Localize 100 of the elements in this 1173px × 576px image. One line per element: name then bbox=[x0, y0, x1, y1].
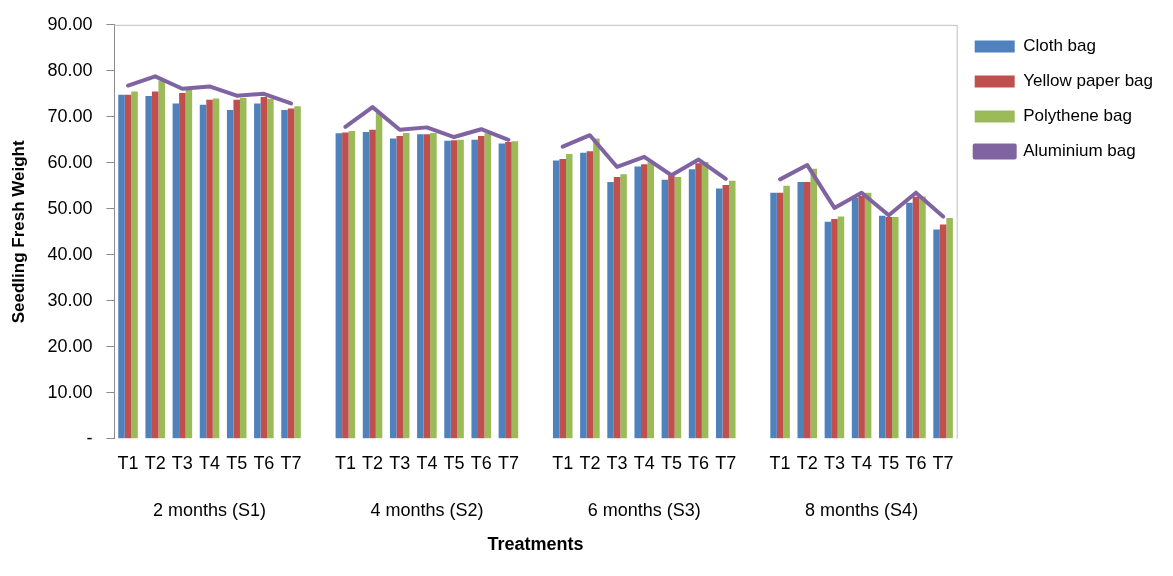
bar bbox=[668, 175, 675, 439]
y-tick-label: 20.00 bbox=[47, 335, 93, 356]
x-tick-label: T3 bbox=[389, 452, 411, 473]
bar bbox=[559, 159, 566, 439]
bar bbox=[342, 132, 349, 439]
x-tick-label: T4 bbox=[416, 452, 438, 473]
bar bbox=[423, 134, 431, 439]
x-tick-label: T3 bbox=[606, 452, 628, 473]
bar bbox=[118, 94, 125, 439]
bar bbox=[715, 188, 723, 439]
x-tick-label: T1 bbox=[769, 452, 791, 473]
bar bbox=[239, 97, 247, 439]
bar bbox=[389, 138, 397, 439]
bar bbox=[131, 91, 138, 439]
bar bbox=[661, 179, 669, 439]
x-tick-label: T2 bbox=[144, 452, 166, 473]
bar bbox=[701, 161, 709, 439]
x-tick-label: T1 bbox=[552, 452, 574, 473]
bar bbox=[912, 196, 920, 439]
bar bbox=[199, 104, 207, 439]
legend-label: Cloth bag bbox=[1023, 36, 1096, 56]
bar bbox=[362, 131, 370, 439]
bar bbox=[770, 192, 777, 439]
legend-label: Yellow paper bag bbox=[1023, 71, 1153, 91]
bar bbox=[885, 217, 893, 439]
x-tick-label: T5 bbox=[878, 452, 900, 473]
x-tick-label: T6 bbox=[470, 452, 492, 473]
bar bbox=[498, 143, 506, 439]
bar bbox=[281, 109, 288, 439]
bar bbox=[939, 224, 947, 439]
bar bbox=[695, 163, 702, 439]
bar bbox=[580, 152, 587, 439]
bar bbox=[145, 96, 152, 439]
bar bbox=[505, 142, 512, 439]
bar bbox=[457, 139, 464, 439]
bar bbox=[179, 92, 186, 439]
bar bbox=[226, 109, 234, 439]
bar bbox=[640, 164, 648, 439]
bar bbox=[824, 221, 832, 439]
x-tick-label: T2 bbox=[796, 452, 818, 473]
y-axis-title: Seedling Fresh Weight bbox=[8, 140, 28, 324]
bar bbox=[185, 90, 193, 439]
x-tick-label: T6 bbox=[905, 452, 927, 473]
bar bbox=[552, 160, 560, 439]
bar bbox=[124, 94, 132, 439]
text: 6 months (S3) bbox=[587, 499, 701, 520]
x-tick-label: T2 bbox=[362, 452, 384, 473]
x-tick-label: T4 bbox=[633, 452, 655, 473]
bar bbox=[647, 162, 655, 439]
bar bbox=[206, 99, 213, 439]
bar bbox=[919, 196, 926, 439]
x-tick-label: T7 bbox=[715, 452, 737, 473]
bar bbox=[878, 215, 886, 439]
bar bbox=[233, 99, 240, 439]
bar bbox=[864, 192, 872, 439]
bar bbox=[831, 218, 838, 439]
bar bbox=[722, 184, 730, 439]
bar bbox=[933, 229, 940, 439]
x-tick-label: T1 bbox=[117, 452, 139, 473]
bar bbox=[151, 91, 159, 439]
y-tick-label: 60.00 bbox=[47, 151, 93, 172]
x-tick-label: T5 bbox=[660, 452, 682, 473]
bar bbox=[294, 106, 301, 439]
bar bbox=[369, 129, 376, 439]
bar bbox=[607, 182, 614, 439]
y-tick-label: 10.00 bbox=[47, 381, 93, 402]
bar bbox=[688, 169, 696, 439]
bar bbox=[267, 98, 274, 439]
x-tick-label: T6 bbox=[688, 452, 710, 473]
bar bbox=[674, 177, 682, 439]
bar bbox=[260, 97, 268, 439]
legend-label: Aluminium bag bbox=[1023, 141, 1136, 161]
bar bbox=[946, 218, 953, 439]
x-tick-label: T7 bbox=[497, 452, 519, 473]
bar bbox=[335, 133, 343, 439]
bar bbox=[450, 140, 458, 439]
bar bbox=[593, 138, 600, 439]
text: 2 months (S1) bbox=[153, 499, 267, 520]
bar bbox=[417, 134, 424, 439]
bar bbox=[586, 151, 594, 439]
bar bbox=[287, 108, 295, 439]
bar bbox=[484, 133, 492, 439]
bar bbox=[776, 192, 784, 439]
bar bbox=[402, 132, 410, 439]
bar bbox=[906, 202, 913, 439]
y-tick-label: 40.00 bbox=[47, 243, 93, 264]
bar bbox=[837, 216, 845, 439]
x-tick-label: T4 bbox=[199, 452, 221, 473]
x-tick-label: T5 bbox=[443, 452, 465, 473]
x-tick-label: T7 bbox=[280, 452, 302, 473]
bar bbox=[172, 103, 180, 439]
x-tick-label: T4 bbox=[851, 452, 873, 473]
legend-label: Polythene bag bbox=[1023, 106, 1132, 126]
bar bbox=[348, 131, 356, 439]
x-tick-label: T5 bbox=[226, 452, 248, 473]
bar bbox=[858, 195, 865, 439]
bar bbox=[254, 103, 261, 439]
bar bbox=[892, 217, 899, 439]
text: 8 months (S4) bbox=[805, 499, 919, 520]
bar bbox=[566, 154, 573, 439]
